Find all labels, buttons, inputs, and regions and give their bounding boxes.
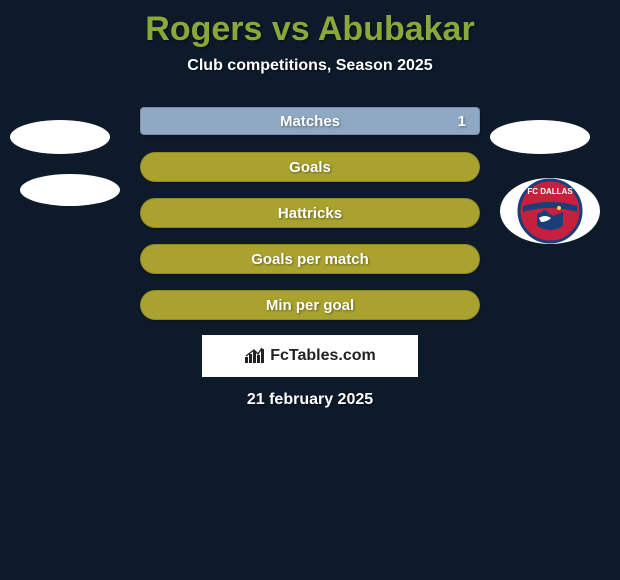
stat-bar-hattricks: Hattricks [140, 198, 480, 228]
bars-icon [244, 347, 266, 365]
stat-label: Min per goal [266, 297, 354, 314]
stat-bar-gpm: Goals per match [140, 244, 480, 274]
stat-bar-matches: Matches 1 [140, 107, 480, 135]
stat-row-mpg: Min per goal [0, 289, 620, 321]
stat-row-matches: Matches 1 [0, 105, 620, 137]
stat-label: Goals per match [251, 251, 369, 268]
stat-row-gpm: Goals per match [0, 243, 620, 275]
stat-label: Matches [280, 113, 340, 130]
date-label: 21 february 2025 [0, 391, 620, 409]
fctables-label: FcTables.com [270, 347, 376, 365]
stat-bar-goals: Goals [140, 152, 480, 182]
page-title: Rogers vs Abubakar [0, 0, 620, 49]
stat-row-hattricks: Hattricks [0, 197, 620, 229]
stat-row-goals: Goals [0, 151, 620, 183]
stat-bar-mpg: Min per goal [140, 290, 480, 320]
stats-container: Matches 1 Goals Hattricks Goals per matc… [0, 105, 620, 321]
stat-label: Hattricks [278, 205, 342, 222]
fctables-attribution: FcTables.com [202, 335, 418, 377]
subtitle: Club competitions, Season 2025 [0, 57, 620, 75]
stat-label: Goals [289, 159, 331, 176]
stat-value-right: 1 [458, 113, 466, 130]
